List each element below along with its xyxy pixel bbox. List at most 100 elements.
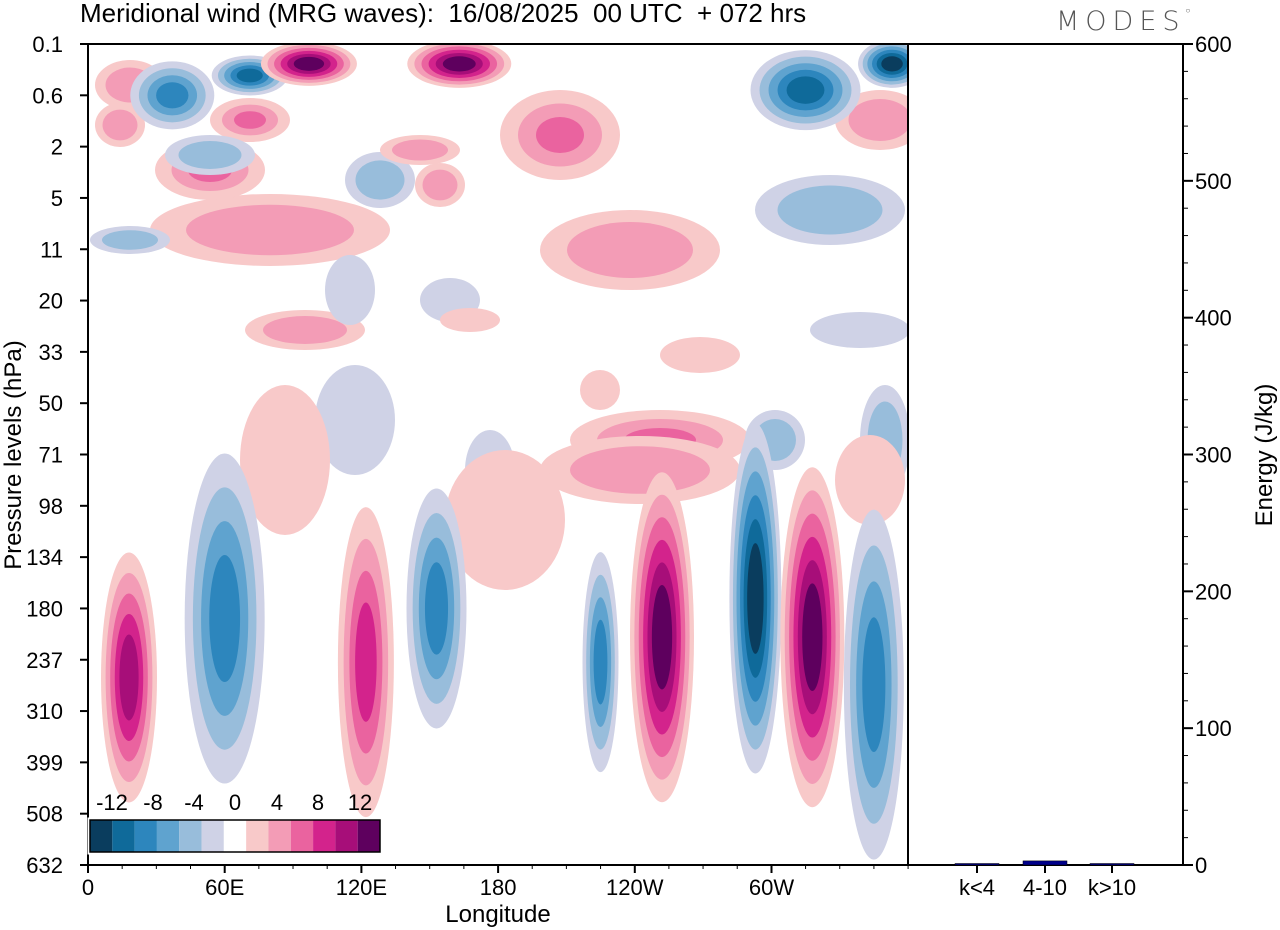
y-tick-label: 632 — [26, 853, 63, 878]
colorbar-swatch-1 — [112, 820, 135, 852]
colorbar-label: 8 — [312, 790, 324, 815]
colorbar-swatch-8 — [268, 820, 291, 852]
energy-category-label: k>10 — [1088, 875, 1136, 900]
x-tick-label: 120E — [336, 875, 387, 900]
energy-axis-label: Energy (J/kg) — [1251, 384, 1278, 527]
contour-wash-7-1 — [570, 446, 710, 494]
y-tick-label: 399 — [26, 750, 63, 775]
contour-feature-3-5 — [442, 56, 476, 72]
contour-wash-16-0 — [580, 370, 620, 410]
y-tick-label: 310 — [26, 699, 63, 724]
contour-wash-0-2 — [234, 111, 266, 129]
contour-wash-10-0 — [325, 255, 375, 325]
contour-wash-24-1 — [102, 109, 138, 141]
energy-tick-label: 600 — [1195, 32, 1232, 57]
colorbar-swatch-3 — [156, 820, 180, 852]
energy-bar-2 — [1089, 863, 1135, 866]
brand-mark: ○ — [1185, 6, 1191, 15]
y-tick-label: 33 — [39, 340, 63, 365]
colorbar-swatch-5 — [201, 820, 224, 852]
colorbar-label: -12 — [96, 790, 128, 815]
colorbar-swatch-6 — [223, 820, 247, 852]
contour-wash-13-1 — [102, 230, 158, 250]
contour-wash-12-0 — [810, 312, 908, 348]
y-tick-label: 2 — [51, 135, 63, 160]
energy-tick-label: 500 — [1195, 169, 1232, 194]
contour-feature-7-3 — [209, 554, 241, 683]
y-tick-label: 5 — [51, 186, 63, 211]
colorbar-label: -8 — [143, 790, 163, 815]
contour-feature-12-5 — [747, 543, 764, 654]
contour-wash-1-1 — [186, 204, 354, 256]
colorbar-swatch-12 — [357, 820, 380, 852]
y-tick-label: 50 — [39, 391, 63, 416]
contour-feature-10-3 — [593, 619, 608, 705]
contour-feature-1-4 — [236, 68, 263, 83]
contour-feature-13-5 — [802, 583, 823, 692]
x-tick-label: 120W — [606, 875, 664, 900]
y-tick-label: 98 — [39, 494, 63, 519]
brand-logo: MODES○ — [1056, 6, 1190, 37]
energy-panel-frame — [907, 43, 1184, 866]
colorbar-swatch-11 — [335, 820, 358, 852]
contour-feature-8-3 — [355, 602, 377, 722]
energy-category-label: 4-10 — [1023, 875, 1067, 900]
energy-tick-label: 300 — [1195, 443, 1232, 468]
contour-wash-22-1 — [178, 141, 242, 169]
y-tick-label: 0.1 — [32, 32, 63, 57]
contour-wash-28-0 — [835, 435, 905, 525]
y-tick-label: 134 — [26, 545, 63, 570]
contour-wash-19-1 — [355, 160, 405, 200]
colorbar-swatch-10 — [313, 820, 336, 852]
contour-wash-29-0 — [445, 450, 565, 590]
contour-wash-14-0 — [240, 385, 330, 535]
contour-wash-4-2 — [536, 117, 584, 153]
colorbar-frame — [89, 819, 381, 853]
x-tick-label: 0 — [82, 875, 94, 900]
contour-feature-14-3 — [862, 617, 886, 753]
y-tick-label: 508 — [26, 802, 63, 827]
contour-feature-9-3 — [424, 562, 449, 655]
x-tick-label: 60W — [749, 875, 794, 900]
contour-feature-2-5 — [293, 56, 325, 71]
y-tick-label: 180 — [26, 596, 63, 621]
contour-feature-5-5 — [881, 56, 903, 72]
pressure-axis: 0.1 0.6 2 5 11 20 33 50 71 98 134 180 237 310 399 508 63… — [26, 32, 88, 878]
x-tick-label: 180 — [480, 875, 517, 900]
contour-wash-21-1 — [392, 139, 448, 161]
y-tick-label: 20 — [39, 289, 63, 314]
energy-bars: k<4 4-10 k>10 — [954, 860, 1136, 900]
y-axis-label: Pressure levels (hPa) — [0, 340, 27, 569]
energy-tick-label: 200 — [1195, 579, 1232, 604]
contour-wash-25-1 — [848, 99, 908, 141]
y-tick-label: 237 — [26, 648, 63, 673]
contour-wash-11-1 — [777, 185, 883, 235]
energy-tick-label: 100 — [1195, 716, 1232, 741]
y-tick-label: 11 — [40, 237, 63, 262]
colorbar-label: 4 — [271, 790, 283, 815]
colorbar-swatch-7 — [246, 820, 269, 852]
colorbar-label: 12 — [348, 790, 372, 815]
colorbar-swatch-9 — [290, 820, 314, 852]
contour-wash-5-1 — [567, 222, 693, 278]
contour-wash-20-1 — [422, 169, 458, 201]
energy-tick-label: 0 — [1195, 853, 1207, 878]
energy-category-label: k<4 — [959, 875, 995, 900]
longitude-axis: 0 60E 120E 180 120W 60W — [82, 865, 909, 900]
y-tick-label: 0.6 — [32, 83, 63, 108]
energy-bar-0 — [954, 863, 1000, 866]
contour-wash-18-0 — [440, 308, 500, 332]
colorbar-swatch-0 — [90, 820, 113, 852]
colorbar-label: 0 — [229, 790, 241, 815]
energy-axis: 0 100 200 300 400 500 600 — [1183, 32, 1232, 878]
contour-feature-0-3 — [156, 82, 189, 109]
x-tick-label: 60E — [205, 875, 244, 900]
brand-text: MODES — [1056, 6, 1186, 37]
chart-title: Meridional wind (MRG waves): 16/08/2025 … — [80, 0, 807, 28]
contour-wash-3-1 — [263, 316, 347, 344]
y-tick-label: 71 — [39, 443, 63, 468]
x-axis-label: Longitude — [445, 901, 550, 928]
colorbar-swatch-4 — [179, 820, 202, 852]
energy-tick-label: 400 — [1195, 306, 1232, 331]
